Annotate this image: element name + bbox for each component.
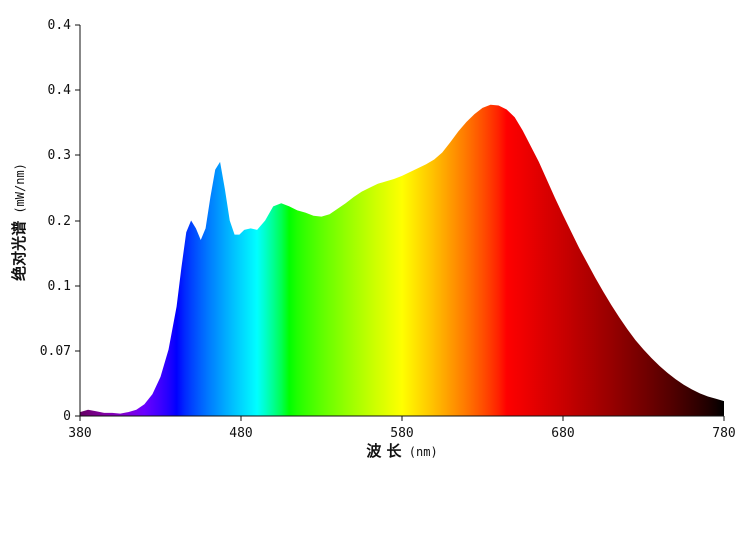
x-tick-label: 580 xyxy=(390,426,413,441)
x-axis-unit: (nm) xyxy=(409,445,438,459)
y-tick-label: 0.4 xyxy=(48,18,72,33)
y-tick-label: 0.4 xyxy=(48,83,72,98)
y-tick-label: 0.1 xyxy=(48,279,71,294)
y-axis-title-text: 绝对光谱 xyxy=(10,221,28,281)
x-axis-title-text: 波 长 xyxy=(366,442,402,460)
y-tick-label: 0.07 xyxy=(40,344,71,359)
x-axis-title: 波 长 (nm) xyxy=(366,442,437,460)
x-tick-label: 380 xyxy=(68,426,91,441)
x-tick-label: 480 xyxy=(229,426,252,441)
x-tick-label: 680 xyxy=(551,426,574,441)
spectrum-area-series-0 xyxy=(80,104,724,416)
y-tick-label: 0 xyxy=(63,409,71,424)
y-tick-label: 0.3 xyxy=(48,148,71,163)
x-tick-label: 780 xyxy=(712,426,735,441)
y-tick-label: 0.2 xyxy=(48,214,71,229)
y-axis-unit: (mW/nm) xyxy=(13,163,27,214)
y-axis-title: 绝对光谱 (mW/nm) xyxy=(10,163,28,281)
